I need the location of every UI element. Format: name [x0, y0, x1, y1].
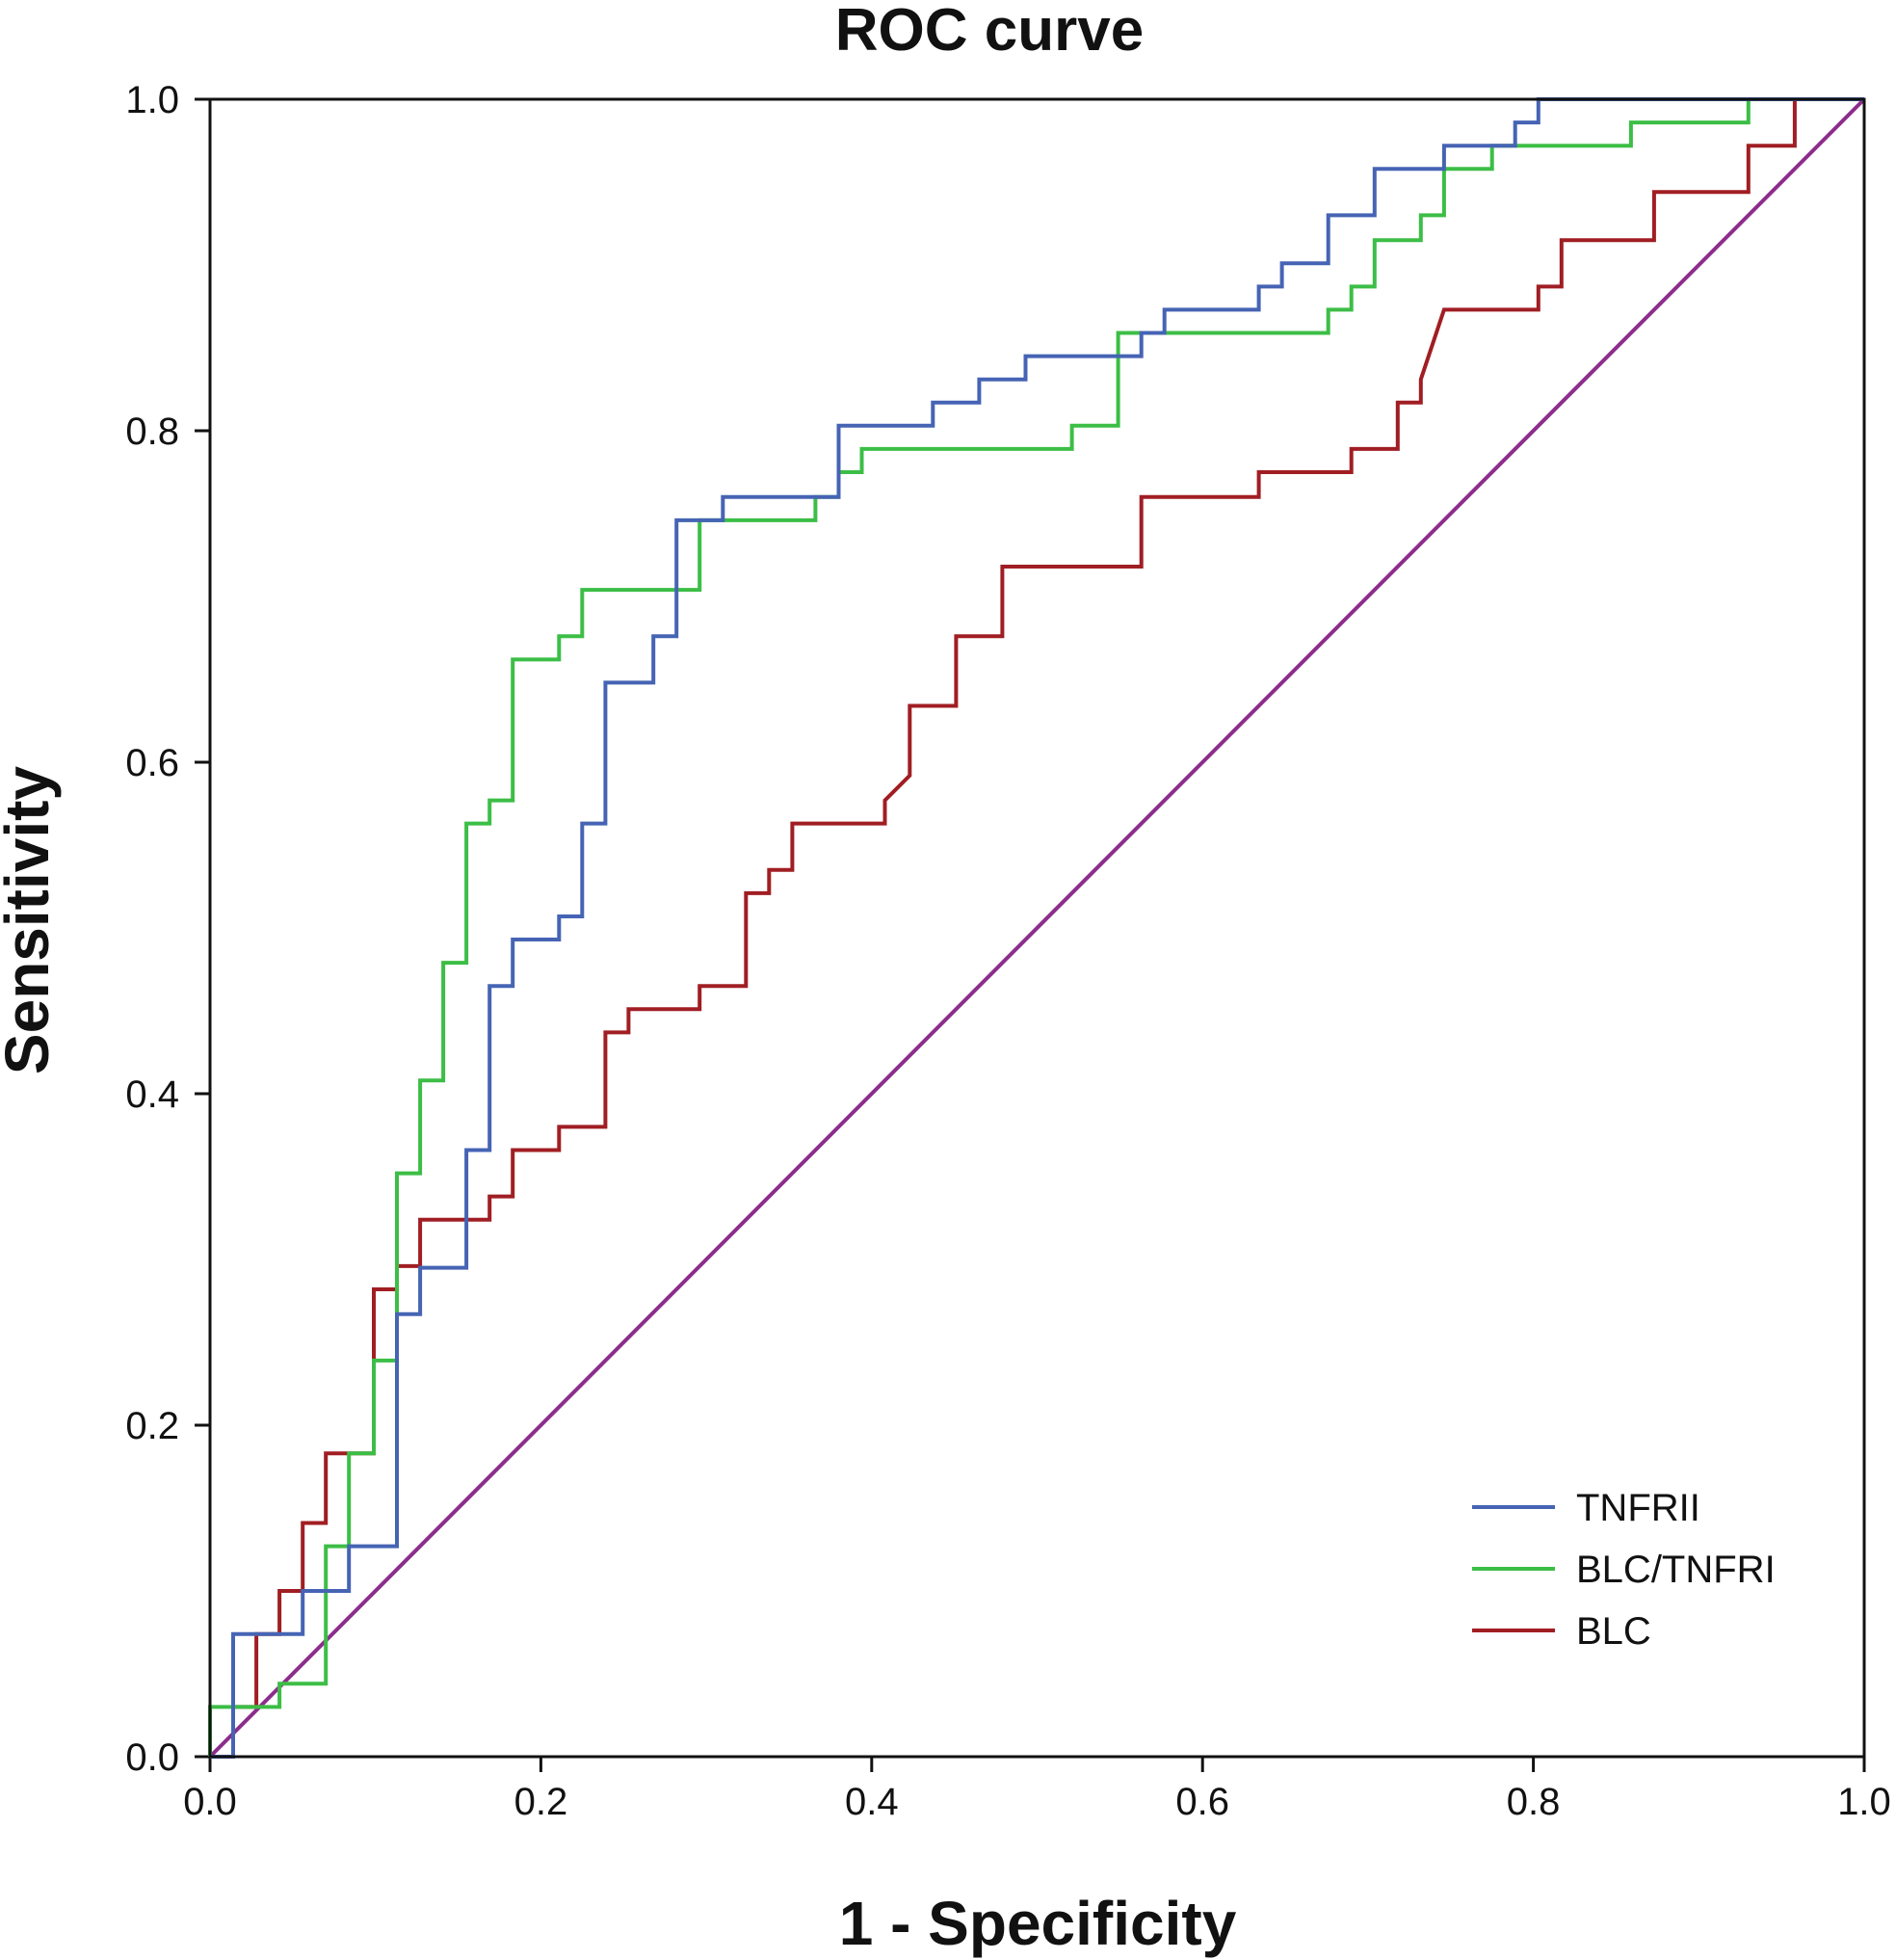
plot-frame [208, 97, 1866, 1759]
legend-label: BLC [1576, 1610, 1651, 1653]
legend: TNFRII BLC/TNFRI BLC [1472, 1487, 1776, 1653]
y-tick-label: 0.6 [125, 742, 179, 784]
legend-label: TNFRII [1576, 1487, 1700, 1529]
series-layer [208, 97, 1866, 1759]
x-tick-label: 0.6 [1175, 1781, 1229, 1823]
reference-diagonal-line [208, 97, 1866, 1759]
roc-line-tnfrii [210, 97, 1864, 1759]
y-tick-label: 0.4 [125, 1073, 179, 1116]
y-tick-label: 0.8 [125, 411, 179, 453]
chart-title: ROC curve [835, 0, 1144, 64]
x-tick-label: 1.0 [1837, 1781, 1891, 1823]
y-tick-label: 0.0 [125, 1736, 179, 1779]
x-tick-label: 0.4 [845, 1781, 899, 1823]
x-axis-title: 1 - Specificity [839, 1889, 1237, 1958]
legend-label: BLC/TNFRI [1576, 1549, 1776, 1591]
x-tick-label: 0.0 [183, 1781, 237, 1823]
x-tick-label: 0.2 [514, 1781, 568, 1823]
tick-layer: 0.0 0.2 0.4 0.6 0.8 1.0 0.0 0.2 0.4 0.6 0.8 1.0 [125, 79, 1890, 1823]
x-tick-label: 0.8 [1507, 1781, 1561, 1823]
y-axis-title: Sensitivity [0, 766, 62, 1075]
y-tick-label: 1.0 [125, 79, 179, 121]
y-tick-label: 0.2 [125, 1405, 179, 1447]
